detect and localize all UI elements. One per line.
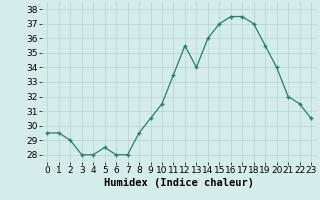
X-axis label: Humidex (Indice chaleur): Humidex (Indice chaleur) bbox=[104, 178, 254, 188]
